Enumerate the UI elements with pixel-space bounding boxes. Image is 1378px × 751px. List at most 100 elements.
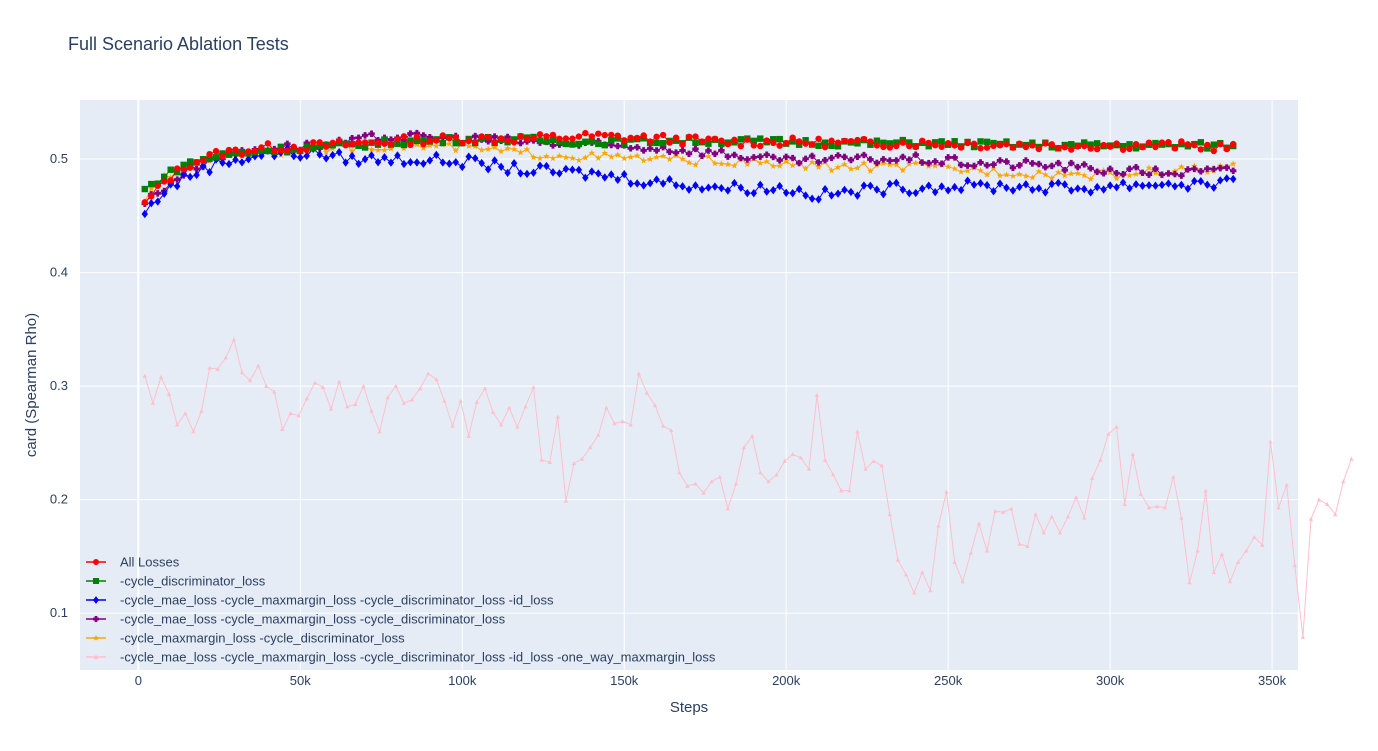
data-point bbox=[802, 165, 809, 172]
data-point bbox=[232, 146, 239, 153]
legend-label: -cycle_mae_loss -cycle_maxmargin_loss -c… bbox=[120, 593, 554, 608]
data-point bbox=[161, 189, 168, 198]
data-point bbox=[335, 148, 343, 157]
data-point bbox=[1132, 170, 1140, 177]
data-point bbox=[595, 169, 602, 178]
data-point bbox=[387, 136, 395, 143]
data-point bbox=[206, 155, 213, 162]
data-point bbox=[886, 179, 894, 189]
data-point bbox=[886, 161, 894, 168]
data-point bbox=[377, 429, 382, 434]
data-point bbox=[1132, 180, 1140, 189]
data-point bbox=[828, 191, 835, 200]
data-point bbox=[407, 158, 414, 167]
data-point bbox=[1016, 140, 1023, 147]
data-point bbox=[400, 137, 408, 144]
data-point bbox=[401, 400, 407, 405]
data-point bbox=[1035, 167, 1043, 175]
legend-item[interactable]: -cycle_mae_loss -cycle_maxmargin_loss -c… bbox=[86, 650, 716, 665]
data-point bbox=[944, 154, 952, 161]
data-point bbox=[387, 140, 395, 148]
data-point bbox=[705, 152, 712, 160]
data-point bbox=[744, 188, 751, 198]
data-point bbox=[608, 141, 615, 149]
data-point bbox=[887, 512, 893, 517]
data-point bbox=[666, 139, 673, 146]
data-point bbox=[992, 508, 998, 513]
data-point bbox=[957, 144, 965, 151]
data-point bbox=[1154, 504, 1160, 509]
data-point bbox=[474, 399, 480, 404]
data-point bbox=[1087, 188, 1094, 197]
data-point bbox=[1003, 140, 1010, 148]
legend-item[interactable]: -cycle_mae_loss -cycle_maxmargin_loss -c… bbox=[86, 593, 554, 608]
data-point bbox=[439, 139, 447, 147]
data-point bbox=[749, 433, 755, 438]
legend[interactable]: All Losses -cycle_discriminator_loss -cycl… bbox=[86, 555, 716, 665]
legend-marker bbox=[93, 578, 99, 584]
data-point bbox=[547, 460, 552, 464]
data-point bbox=[815, 195, 822, 204]
data-point bbox=[569, 135, 576, 142]
data-point bbox=[562, 153, 570, 161]
data-point bbox=[452, 158, 459, 167]
data-point bbox=[893, 139, 900, 146]
legend-item[interactable]: -cycle_discriminator_loss bbox=[86, 574, 266, 589]
data-point bbox=[977, 145, 984, 152]
data-point bbox=[1049, 514, 1055, 519]
data-point bbox=[420, 132, 427, 139]
data-point bbox=[1087, 141, 1094, 148]
data-point bbox=[808, 152, 816, 160]
data-point bbox=[653, 147, 660, 154]
data-point bbox=[893, 157, 900, 164]
y-tick-label: 0.5 bbox=[50, 151, 68, 166]
data-point bbox=[348, 147, 356, 155]
data-point bbox=[517, 169, 524, 178]
data-point bbox=[1029, 160, 1036, 167]
data-point bbox=[717, 474, 722, 479]
data-point bbox=[1349, 456, 1354, 461]
data-point bbox=[1042, 140, 1049, 147]
data-point bbox=[1113, 140, 1120, 147]
data-point bbox=[452, 134, 459, 141]
data-point bbox=[931, 187, 939, 197]
data-point bbox=[556, 169, 563, 178]
data-point bbox=[620, 154, 628, 162]
data-point bbox=[1122, 502, 1127, 506]
data-point bbox=[679, 155, 686, 163]
data-point bbox=[1197, 177, 1205, 186]
data-point bbox=[1191, 165, 1198, 173]
data-point bbox=[1126, 171, 1133, 179]
data-point bbox=[413, 141, 421, 148]
data-point bbox=[757, 142, 764, 150]
data-point bbox=[563, 498, 569, 503]
data-point bbox=[193, 165, 200, 173]
data-point bbox=[854, 153, 861, 160]
data-point bbox=[322, 148, 330, 156]
legend-item[interactable]: All Losses bbox=[86, 555, 180, 570]
data-point bbox=[880, 143, 887, 151]
data-point bbox=[173, 176, 181, 183]
data-point bbox=[1061, 180, 1068, 189]
legend-item[interactable]: -cycle_maxmargin_loss -cycle_discriminat… bbox=[86, 631, 405, 646]
data-point bbox=[919, 159, 926, 166]
data-point bbox=[996, 157, 1004, 164]
data-point bbox=[1100, 185, 1107, 194]
data-point bbox=[724, 186, 732, 195]
legend-item[interactable]: -cycle_mae_loss -cycle_maxmargin_loss -c… bbox=[86, 612, 506, 627]
data-point bbox=[815, 159, 822, 166]
data-point bbox=[355, 159, 362, 169]
data-point bbox=[368, 130, 375, 137]
data-point bbox=[620, 419, 625, 424]
legend-marker bbox=[93, 559, 99, 565]
data-point bbox=[744, 156, 751, 163]
data-point bbox=[361, 139, 369, 146]
data-point bbox=[407, 130, 414, 137]
data-point bbox=[361, 155, 369, 164]
y-tick-label: 0.2 bbox=[50, 492, 68, 507]
legend-marker bbox=[92, 634, 100, 641]
data-point bbox=[776, 135, 783, 143]
data-point bbox=[899, 153, 906, 161]
data-point bbox=[141, 185, 148, 193]
data-point bbox=[685, 150, 693, 157]
